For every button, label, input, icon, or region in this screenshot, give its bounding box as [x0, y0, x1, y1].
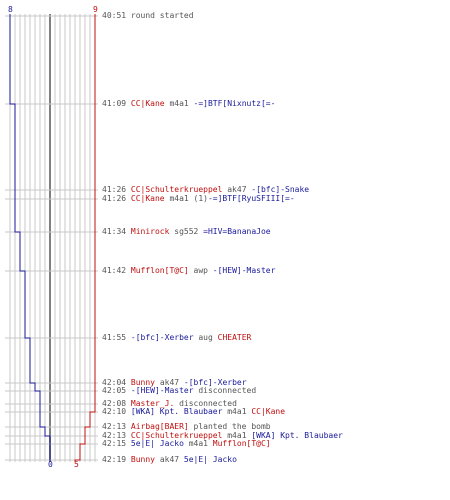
player-name: CC|Kane: [130, 99, 165, 108]
player-name: [WKA] Kpt. Blaubaer: [251, 431, 343, 440]
event-row: 41:26 CC|Kane m4a1 (1)-=]BTF[RyuSFIII[=-: [102, 195, 295, 203]
player-name: 5e|E| Jacko: [130, 439, 184, 448]
event-action: disconnected: [193, 386, 257, 395]
event-action: m4a1: [164, 99, 194, 108]
player-name: Minirock: [130, 227, 170, 236]
event-action: m4a1: [222, 407, 252, 416]
event-row: 42:05 -[HEW]-Master disconnected: [102, 387, 256, 395]
player-name: -[bfc]-Xerber: [183, 378, 247, 387]
event-row: 42:04 Bunny ak47 -[bfc]-Xerber: [102, 379, 247, 387]
event-action: disconnected: [174, 399, 237, 408]
event-time: 42:05: [102, 386, 131, 395]
player-name: Bunny: [130, 455, 155, 464]
event-row: 41:55 -[bfc]-Xerber aug CHEATER: [102, 334, 251, 342]
event-row: 42:13 Airbag[BAER] planted the bomb: [102, 423, 271, 431]
event-action: ak47: [155, 378, 184, 387]
player-name: Mufflon[T@C]: [212, 439, 271, 448]
player-name: -[bfc]-Snake: [251, 185, 310, 194]
player-name: -[HEW]-Master: [212, 266, 276, 275]
event-action: ak47: [222, 185, 252, 194]
player-name: Bunny: [130, 378, 155, 387]
player-name: -=]BTF[Nixnutz[=-: [193, 99, 276, 108]
event-row: 42:19 Bunny ak47 5e|E| Jacko: [102, 456, 237, 464]
event-row: 41:34 Minirock sg552 =HIV=BananaJoe: [102, 228, 271, 236]
blue-end-count-label: 0: [48, 460, 53, 469]
player-name: CHEATER: [217, 333, 252, 342]
red-end-count-label: 5: [74, 460, 79, 469]
event-time: 42:15: [102, 439, 131, 448]
event-time: 41:09: [102, 99, 131, 108]
event-action: m4a1 (1): [164, 194, 208, 203]
player-name: [WKA] Kpt. Blaubaer: [130, 407, 223, 416]
player-name: =HIV=BananaJoe: [203, 227, 271, 236]
event-action: ak47: [155, 455, 184, 464]
player-count-lines: [9, 14, 96, 462]
player-name: CC|Kane: [251, 407, 286, 416]
event-action: awp: [188, 266, 213, 275]
player-name: Master_J.: [130, 399, 175, 408]
event-time: 42:13: [102, 431, 131, 440]
event-action: m4a1: [222, 431, 252, 440]
event-row: 41:42 Mufflon[T@C] awp -[HEW]-Master: [102, 267, 275, 275]
event-action: aug: [193, 333, 218, 342]
event-row: 42:10 [WKA] Kpt. Blaubaer m4a1 CC|Kane: [102, 408, 285, 416]
event-time: 41:34: [102, 227, 131, 236]
event-row: 42:08 Master_J. disconnected: [102, 400, 237, 408]
player-name: -[HEW]-Master: [130, 386, 194, 395]
event-row: 41:09 CC|Kane m4a1 -=]BTF[Nixnutz[=-: [102, 100, 275, 108]
red-start-count-label: 9: [93, 5, 98, 14]
red-team-line: [74, 14, 96, 462]
event-time: 41:26: [102, 185, 131, 194]
event-action: planted the bomb: [188, 422, 271, 431]
player-name: Mufflon[T@C]: [130, 266, 189, 275]
event-time: 42:04: [102, 378, 131, 387]
event-time: 41:55: [102, 333, 131, 342]
event-time: 42:19: [102, 455, 131, 464]
blue-team-line: [9, 14, 51, 462]
player-name: Airbag[BAER]: [130, 422, 189, 431]
event-time: 42:08: [102, 399, 131, 408]
blue-start-count-label: 8: [8, 5, 13, 14]
event-time: 42:13: [102, 422, 131, 431]
event-time: 41:42: [102, 266, 131, 275]
event-action: round started: [130, 11, 194, 20]
player-name: CC|Schulterkrueppel: [130, 431, 223, 440]
event-time: 41:26: [102, 194, 131, 203]
event-row: 40:51 round started: [102, 12, 194, 20]
event-time: 40:51: [102, 11, 131, 20]
event-row: 41:26 CC|Schulterkrueppel ak47 -[bfc]-Sn…: [102, 186, 309, 194]
event-row: 42:13 CC|Schulterkrueppel m4a1 [WKA] Kpt…: [102, 432, 343, 440]
event-action: m4a1: [183, 439, 213, 448]
player-name: -[bfc]-Xerber: [130, 333, 194, 342]
event-row: 42:15 5e|E| Jacko m4a1 Mufflon[T@C]: [102, 440, 271, 448]
player-name: -=]BTF[RyuSFIII[=-: [207, 194, 295, 203]
player-name: 5e|E| Jacko: [183, 455, 237, 464]
event-action: sg552: [169, 227, 204, 236]
player-name: CC|Schulterkrueppel: [130, 185, 223, 194]
timeline-grid: [5, 14, 98, 462]
player-name: CC|Kane: [130, 194, 165, 203]
event-time: 42:10: [102, 407, 131, 416]
